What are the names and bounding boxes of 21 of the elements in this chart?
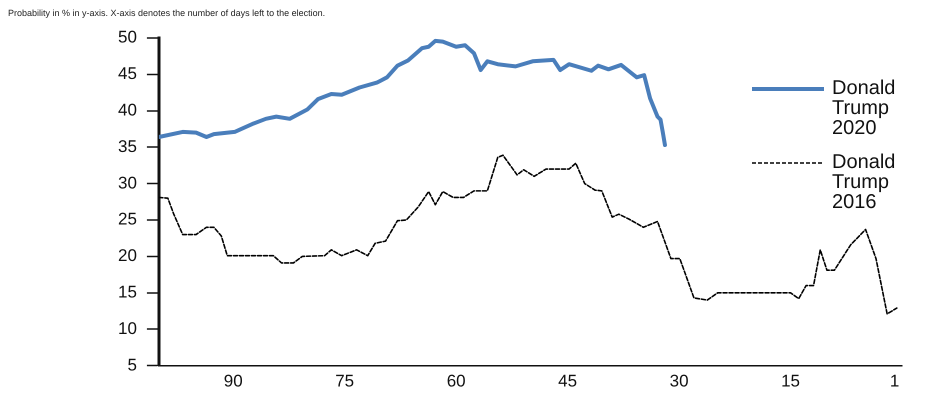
x-tick-label: 90: [224, 371, 243, 390]
x-tick-label: 45: [558, 371, 578, 390]
y-tick-label: 25: [118, 210, 137, 229]
y-tick-label: 50: [118, 28, 137, 47]
y-tick-label: 5: [127, 355, 137, 374]
y-tick-label: 45: [118, 64, 137, 84]
legend-label: Donald Trump 2020: [832, 77, 896, 139]
y-tick-label: 15: [118, 282, 137, 302]
x-tick-label: 15: [781, 371, 800, 390]
y-tick-label: 35: [118, 136, 137, 156]
y-tick-label: 20: [118, 246, 137, 266]
chart-title: Probability in % in y-axis. X-axis denotes the number of days left to the election.: [8, 8, 326, 18]
y-tick-label: 30: [118, 173, 137, 192]
x-tick-label: 75: [335, 371, 354, 390]
legend-label: Donald Trump 2016: [832, 151, 896, 213]
line-series: [158, 154, 898, 315]
y-tick-label: 10: [118, 318, 137, 338]
x-tick-label: 1: [890, 371, 900, 390]
y-tick-label: 40: [118, 100, 137, 120]
x-tick-label: 30: [670, 371, 689, 390]
x-tick-label: 60: [446, 371, 466, 390]
